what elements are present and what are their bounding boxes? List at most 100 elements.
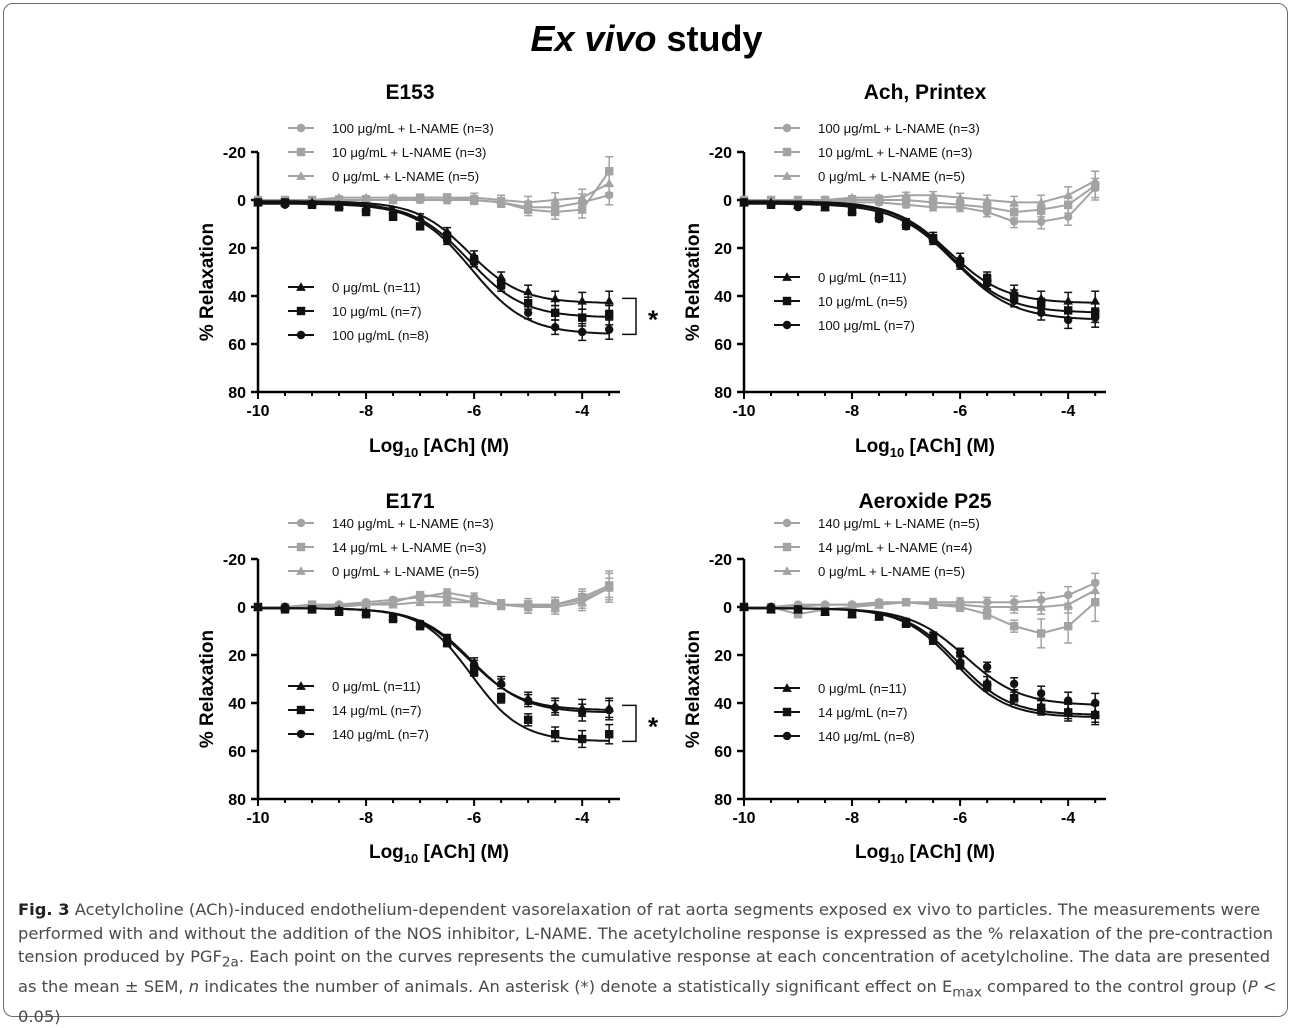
data-point [1009,207,1019,217]
series-line [258,200,610,304]
data-point [1090,710,1100,720]
y-tick-label: 80 [228,792,246,809]
data-point [550,323,560,332]
data-point [820,203,830,212]
data-point [1063,315,1073,325]
data-point [901,195,911,205]
data-point [604,730,614,739]
data-point [604,178,615,188]
series-5 [739,602,1100,726]
data-point [1009,602,1019,611]
series-5 [739,198,1100,324]
x-tick-label: -4 [575,810,589,827]
series-2 [739,582,1100,649]
data-point [361,610,371,619]
legend-marker [782,272,792,281]
data-point [523,696,533,705]
data-point [847,610,857,619]
y-tick-label: 0 [237,193,246,210]
x-tick-label: -6 [467,810,481,827]
legend-label: 100 μg/mL + L-NAME (n=3) [332,121,494,136]
x-tick-label: -4 [575,403,589,420]
data-point [469,597,479,607]
y-tick-label: 40 [228,696,246,713]
data-point [847,599,857,609]
series-line [258,202,610,335]
x-tick-label: -10 [732,810,755,827]
series-line [258,201,610,318]
chart-title: Aeroxide P25 [858,490,991,513]
data-point [604,311,614,320]
series-4 [253,197,615,312]
data-point [442,597,452,607]
data-point [388,212,398,221]
data-point [874,599,884,609]
legend-marker [296,171,306,180]
data-point [739,602,749,612]
data-point [307,200,317,209]
data-point [766,200,776,209]
legend-label: 0 μg/mL (n=11) [332,679,421,694]
data-point [1090,585,1101,595]
legend-label: 100 μg/mL + L-NAME (n=3) [818,121,980,136]
data-point [955,192,965,202]
data-point [577,327,587,337]
legend-label: 14 μg/mL (n=7) [818,705,908,720]
data-point [847,207,857,217]
figure-title: Ex vivo study [0,18,1293,60]
series-line [744,607,1096,706]
data-point [253,198,263,207]
chart-title: Ach, Printex [864,81,987,104]
data-point [550,293,560,303]
series-3 [739,170,1101,211]
x-tick-label: -10 [246,810,269,827]
data-point [820,599,830,609]
data-point [523,286,533,296]
data-point [550,195,560,204]
figure-title-rest: study [656,18,763,59]
data-point [955,660,965,669]
y-tick-label: 60 [714,337,732,354]
series-line [258,607,610,714]
x-axis-label: Log10 [ACh] (M) [855,842,995,866]
data-point [442,192,452,202]
y-axis-label: % Relaxation [197,223,218,341]
y-tick-label: -20 [223,552,246,569]
y-tick-label: 60 [228,744,246,761]
data-point [982,279,992,289]
series-line [744,582,1096,608]
y-tick-label: 80 [714,792,732,809]
legend-marker [296,330,306,340]
figure-frame [3,3,1288,1017]
y-tick-label: 20 [714,648,732,665]
data-point [388,612,398,621]
data-point [280,200,290,209]
data-point [1036,629,1046,638]
caption-sub-2a: 2a [221,954,239,971]
legend-marker [782,147,792,157]
data-point [1090,175,1101,185]
legend-label: 0 μg/mL (n=11) [332,280,421,295]
y-tick-label: 20 [228,241,246,258]
data-point [793,203,803,212]
data-point [361,192,371,202]
data-point [577,313,587,322]
data-point [1009,197,1019,207]
series-line [258,182,610,204]
chart-4: Aeroxide P25 -20 0 20 40 60 80-10 -8 -6 -4 % Relax… [683,490,1106,866]
data-point [523,715,533,724]
data-point [415,222,425,231]
data-point [793,605,803,614]
y-tick-label: -20 [709,145,732,162]
data-point [334,599,344,609]
legend-label: 10 μg/mL + L-NAME (n=3) [332,145,486,160]
data-point [1063,708,1073,717]
data-point [1063,599,1074,609]
data-point [577,708,587,717]
x-axis-label: Log10 [ACh] (M) [369,842,509,866]
caption-part-1: Acetylcholine (ACh)-induced endothelium-… [18,900,1274,966]
series-4 [739,197,1101,312]
data-point [982,682,992,691]
data-point [550,703,560,712]
data-point [604,582,615,592]
